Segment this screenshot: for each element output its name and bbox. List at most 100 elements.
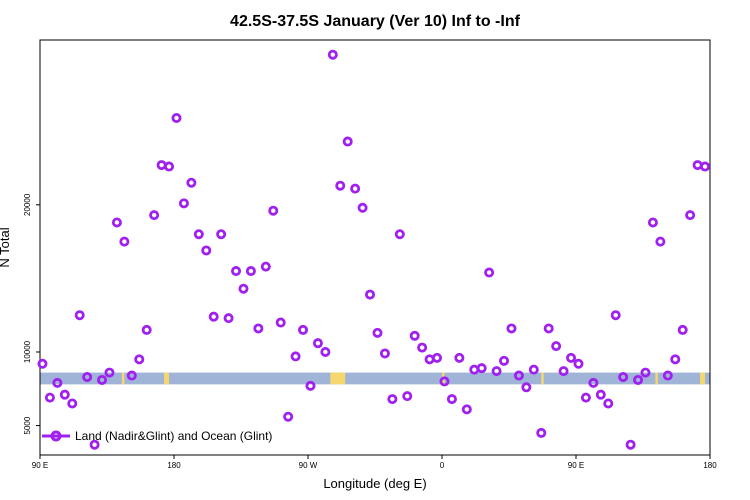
data-point	[588, 377, 599, 388]
x-tick-label: 90 W	[299, 461, 318, 470]
land-segment	[330, 372, 346, 385]
data-point	[208, 311, 219, 322]
data-point	[387, 394, 398, 405]
data-point	[327, 49, 338, 60]
data-points	[37, 49, 711, 450]
data-point	[402, 391, 413, 402]
data-point	[521, 382, 532, 393]
data-point	[528, 364, 539, 375]
data-point	[543, 323, 554, 334]
land-segment	[655, 372, 658, 385]
data-point	[44, 392, 55, 403]
data-point	[141, 324, 152, 335]
data-point	[171, 112, 182, 123]
y-tick-label: 20000	[23, 193, 32, 216]
legend-marker-icon	[50, 430, 62, 442]
data-point	[700, 161, 711, 172]
data-point	[409, 330, 420, 341]
data-point	[677, 324, 688, 335]
data-point	[156, 160, 167, 171]
legend-label: Land (Nadir&Glint) and Ocean (Glint)	[75, 429, 272, 443]
data-point	[260, 261, 271, 272]
land-segment	[121, 372, 125, 385]
data-point	[149, 210, 160, 221]
y-axis-label: N Total	[0, 227, 12, 267]
data-point	[231, 266, 242, 277]
data-point	[424, 354, 435, 365]
data-point	[37, 358, 48, 369]
data-point	[342, 136, 353, 147]
land-segment	[164, 372, 170, 385]
data-point	[372, 327, 383, 338]
data-point	[499, 355, 510, 366]
data-point	[685, 210, 696, 221]
data-point	[126, 370, 137, 381]
data-point	[417, 342, 428, 353]
data-point	[186, 177, 197, 188]
data-point	[379, 348, 390, 359]
data-point	[580, 392, 591, 403]
land-segment	[541, 372, 544, 385]
data-point	[312, 338, 323, 349]
data-point	[74, 310, 85, 321]
y-axis: 5000 10000 20000	[23, 193, 40, 434]
data-point	[245, 266, 256, 277]
data-point	[558, 366, 569, 377]
x-tick-label: 180	[703, 461, 717, 470]
data-point	[595, 389, 606, 400]
data-point	[178, 198, 189, 209]
data-point	[454, 352, 465, 363]
data-point	[670, 354, 681, 365]
data-point	[633, 374, 644, 385]
data-point	[357, 202, 368, 213]
data-point	[573, 358, 584, 369]
data-point	[223, 313, 234, 324]
data-point	[461, 404, 472, 415]
data-point	[506, 323, 517, 334]
x-tick-label: 180	[167, 461, 181, 470]
data-point	[647, 217, 658, 228]
data-point	[164, 161, 175, 172]
data-point	[111, 217, 122, 228]
data-point	[104, 367, 115, 378]
data-point	[290, 351, 301, 362]
data-point	[476, 363, 487, 374]
legend: Land (Nadir&Glint) and Ocean (Glint)	[42, 429, 272, 443]
data-point	[610, 310, 621, 321]
land-segment	[700, 372, 706, 385]
data-point	[335, 180, 346, 191]
data-point	[298, 324, 309, 335]
x-tick-label: 90 E	[32, 461, 48, 470]
ocean-band	[40, 372, 710, 385]
x-tick-label: 90 E	[568, 461, 584, 470]
x-axis-label: Longitude (deg E)	[323, 476, 426, 491]
data-point	[603, 398, 614, 409]
data-point	[692, 160, 703, 171]
data-point	[536, 427, 547, 438]
data-point	[82, 372, 93, 383]
data-point	[469, 364, 480, 375]
data-point	[551, 341, 562, 352]
plot-area-frame	[39, 39, 711, 456]
data-point	[320, 346, 331, 357]
data-point	[655, 236, 666, 247]
data-point	[193, 229, 204, 240]
data-point	[119, 236, 130, 247]
data-point	[216, 229, 227, 240]
data-point	[439, 376, 450, 387]
data-point	[365, 289, 376, 300]
data-point	[52, 377, 63, 388]
data-point	[201, 245, 212, 256]
data-point	[640, 367, 651, 378]
data-point	[432, 352, 443, 363]
x-tick-label: 0	[440, 461, 445, 470]
y-tick-label: 10000	[23, 340, 32, 363]
data-point	[253, 323, 264, 334]
data-point	[394, 229, 405, 240]
data-point	[268, 205, 279, 216]
chart-title: 42.5S-37.5S January (Ver 10) Inf to -Inf	[230, 13, 521, 30]
data-point	[513, 370, 524, 381]
data-point	[618, 372, 629, 383]
data-point	[275, 317, 286, 328]
